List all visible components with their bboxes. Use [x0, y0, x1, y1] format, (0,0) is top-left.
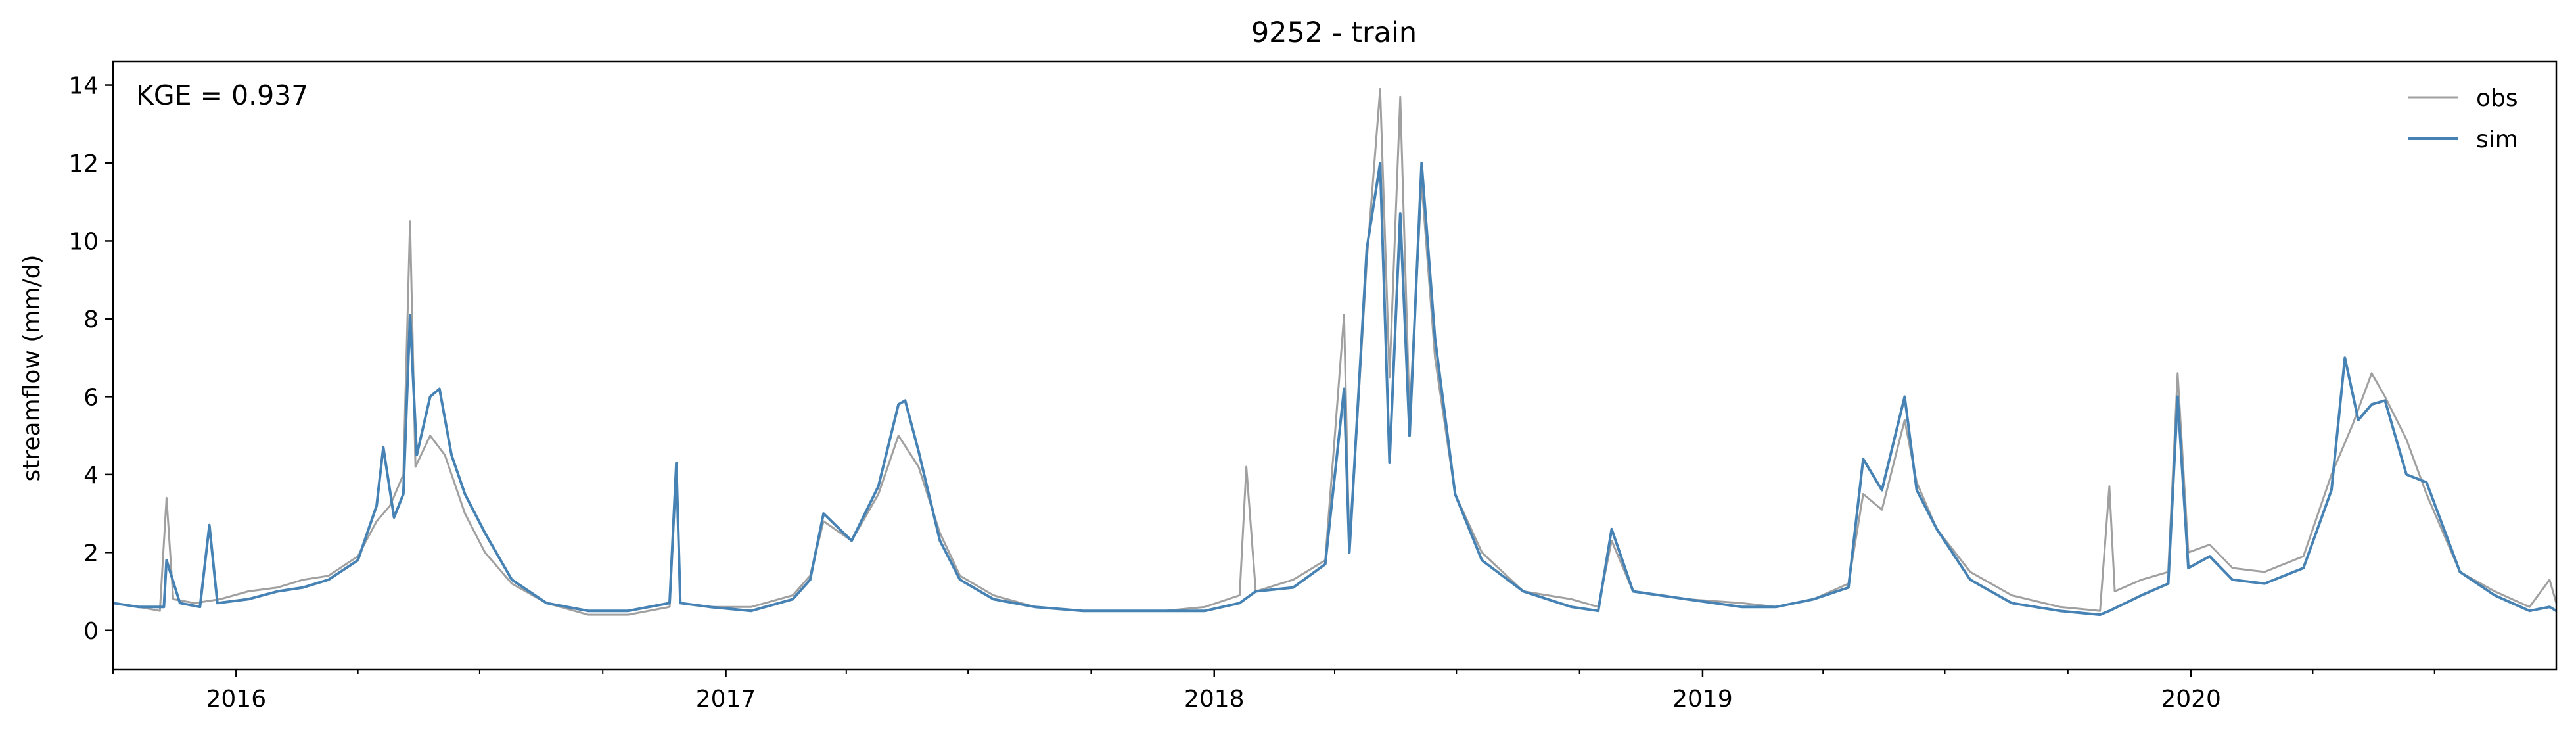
series-sim-line [112, 162, 2558, 617]
y-axis-label: streamflow (mm/d) [18, 255, 45, 482]
legend-label-sim: sim [2476, 126, 2518, 153]
kge-annotation: KGE = 0.937 [136, 80, 308, 111]
x-tick-label: 2018 [1184, 686, 1245, 713]
x-tick-label: 2017 [696, 686, 756, 713]
y-tick-label: 6 [83, 384, 99, 411]
x-tick-label: 2019 [1672, 686, 1733, 713]
plot-frame [112, 60, 2558, 671]
chart-title: 9252 - train [1251, 16, 1417, 49]
x-tick-label: 2020 [2161, 686, 2221, 713]
y-tick-label: 2 [83, 540, 99, 567]
y-tick-label: 8 [83, 306, 99, 333]
y-tick-label: 4 [83, 462, 99, 489]
y-tick-label: 12 [68, 151, 99, 178]
x-axis: 2016 2017 2018 2019 2020 [112, 669, 2435, 713]
x-tick-label: 2016 [206, 686, 267, 713]
series-obs-line [112, 88, 2558, 616]
y-tick-label: 10 [68, 228, 99, 255]
y-tick-label: 14 [68, 73, 99, 100]
legend: obs sim [2408, 85, 2518, 153]
series-layer [112, 88, 2558, 617]
legend-label-obs: obs [2476, 85, 2518, 112]
y-axis: 0 2 4 6 8 10 12 14 [68, 73, 113, 645]
plot-area: 0 2 4 6 8 10 12 14 2016 2017 2018 2019 2020 [68, 60, 2558, 713]
y-tick-label: 0 [83, 618, 99, 645]
